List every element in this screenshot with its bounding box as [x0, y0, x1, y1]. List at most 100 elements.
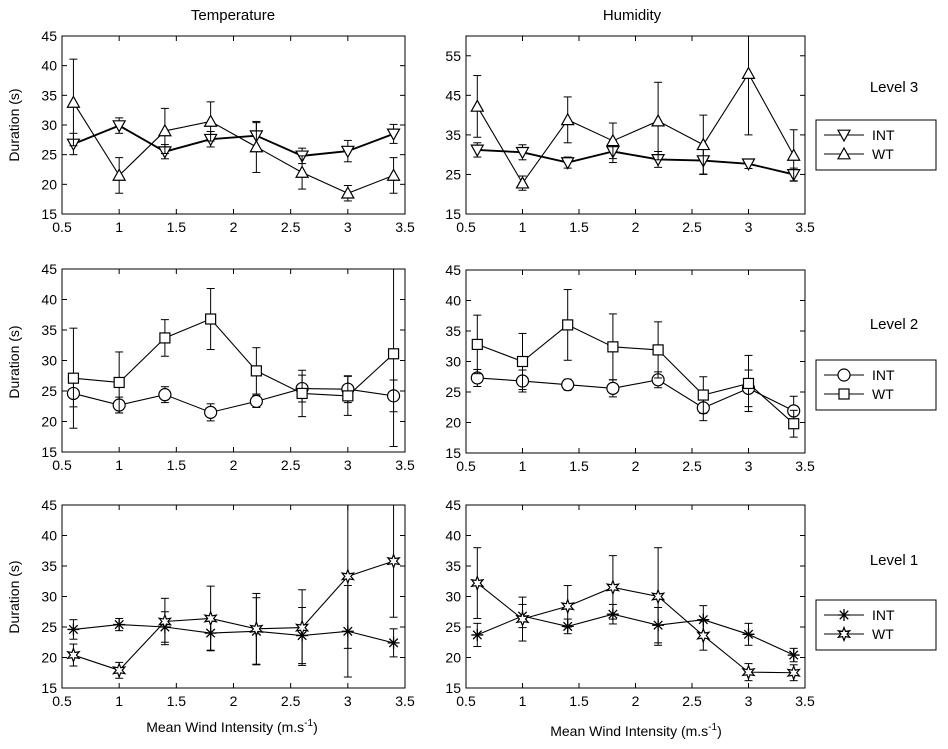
x-tick-label: 3 [745, 693, 753, 709]
series-line [477, 613, 794, 656]
data-point [742, 377, 755, 390]
panel-2: 0.5 1 1.5 2 2.5 3 3.5 15 20 25 30 35 40 45 [41, 261, 415, 473]
legend-label: INT [872, 607, 895, 623]
panel-3: 0.5 1 1.5 2 2.5 3 3.5 15 20 25 30 35 40 45 [445, 262, 815, 474]
data-point [560, 112, 575, 126]
x-tick-label: 3.5 [395, 693, 415, 709]
panel-5: 0.5 1 1.5 2 2.5 3 3.5 15 20 25 30 35 40 45 [445, 497, 815, 709]
series-line [73, 388, 394, 413]
series-WT [66, 504, 401, 679]
x-axis-label-close: ) [313, 719, 318, 735]
y-tick-label: 45 [41, 497, 57, 513]
y-tick-label: 45 [445, 87, 461, 103]
legend-label: INT [872, 127, 895, 143]
legend-1: INT WT [815, 599, 937, 651]
legend-marker [836, 625, 852, 643]
legend-3: INT WT [815, 119, 937, 171]
series-INT [471, 603, 800, 663]
y-axis-label-level-3: Duration (s) [6, 88, 22, 161]
x-tick-label: 2.5 [281, 693, 301, 709]
series-WT [470, 36, 801, 191]
data-point [387, 636, 400, 649]
data-point [561, 378, 575, 392]
x-tick-label: 2.5 [682, 458, 702, 474]
y-tick-label: 35 [41, 558, 57, 574]
y-tick-label: 20 [41, 414, 57, 430]
x-tick-label: 1.5 [167, 457, 187, 473]
series-line [476, 582, 794, 674]
x-tick-label: 2.5 [682, 219, 702, 235]
data-point [158, 388, 172, 402]
data-point [296, 387, 308, 400]
y-tick-label: 35 [445, 323, 461, 339]
x-tick-label: 1.5 [167, 219, 187, 235]
y-tick-label: 20 [445, 650, 461, 666]
legend-label: WT [872, 146, 894, 162]
data-point [249, 139, 264, 153]
legend-marker [838, 609, 850, 621]
x-tick-label: 1 [115, 457, 123, 473]
y-tick-label: 25 [445, 619, 461, 635]
y-tick-label: 30 [445, 589, 461, 605]
series-line [73, 560, 394, 671]
y-tick-label: 25 [445, 166, 461, 182]
series-INT [66, 117, 401, 165]
x-axis-label-main: Mean Wind Intensity (m.s [146, 719, 304, 735]
x-tick-label: 3 [344, 457, 352, 473]
x-tick-label: 3.5 [395, 219, 415, 235]
y-tick-label: 55 [445, 48, 461, 64]
data-point [605, 133, 620, 147]
panel-4: 0.5 1 1.5 2 2.5 3 3.5 15 20 25 30 35 40 45 [41, 497, 415, 709]
x-tick-label: 2 [230, 693, 238, 709]
data-point [697, 613, 710, 626]
x-tick-label: 3.5 [795, 219, 815, 235]
data-point [470, 99, 485, 112]
y-tick-label: 45 [41, 261, 57, 277]
data-point [562, 319, 574, 331]
data-point [697, 389, 709, 401]
data-point [515, 610, 530, 628]
data-point [742, 628, 755, 641]
x-tick-label: 0.5 [52, 457, 72, 473]
x-tick-label: 3 [344, 219, 352, 235]
data-point [250, 365, 262, 377]
data-point [157, 123, 172, 137]
data-point [387, 348, 400, 360]
y-tick-label: 45 [41, 28, 57, 44]
data-point [787, 649, 800, 662]
y-tick-label: 25 [41, 619, 57, 635]
data-point [204, 405, 218, 419]
column-title-temperature: Temperature [191, 7, 275, 24]
data-point [741, 158, 756, 171]
y-tick-label: 35 [41, 322, 57, 338]
x-tick-label: 3 [344, 693, 352, 709]
data-point [113, 618, 126, 631]
data-point [516, 355, 529, 368]
chart-panels: 0.5 1 1.5 2 2.5 3 3.5 15 20 25 30 35 40 45 0.5 1 1.5 2 2.5… [41, 28, 815, 709]
legend-entry: WT [824, 386, 894, 402]
x-tick-label: 3.5 [395, 457, 415, 473]
data-point [249, 620, 264, 638]
x-tick-label: 1.5 [167, 693, 187, 709]
series-INT [470, 139, 801, 182]
y-tick-label: 45 [445, 262, 461, 278]
x-tick-label: 2 [632, 458, 640, 474]
data-point [650, 588, 666, 605]
data-point [67, 623, 80, 636]
x-tick-label: 1 [519, 693, 527, 709]
x-axis-label-temperature: Mean Wind Intensity (m.s-1) [146, 718, 318, 735]
legend-box [815, 359, 937, 411]
x-tick-label: 0.5 [52, 693, 72, 709]
y-tick-label: 20 [41, 650, 57, 666]
series-line [72, 102, 394, 194]
y-tick-label: 40 [41, 292, 57, 308]
series-INT [67, 585, 400, 678]
data-point [295, 165, 310, 178]
data-point [606, 381, 620, 395]
legend-box [815, 119, 937, 171]
x-tick-label: 3 [745, 219, 753, 235]
legend-entry: INT [824, 367, 895, 383]
series-WT [66, 58, 401, 202]
data-point [205, 313, 217, 325]
legend-entry: WT [824, 146, 894, 162]
